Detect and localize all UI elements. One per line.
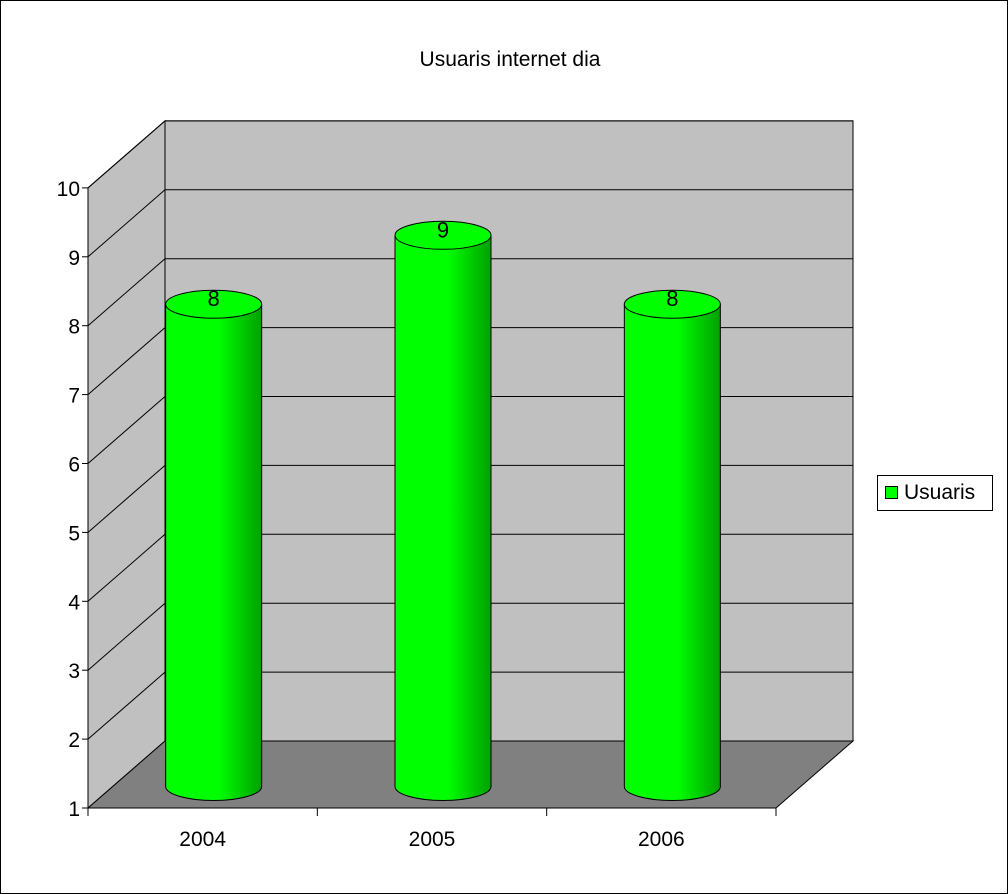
legend: Usuaris	[877, 475, 993, 511]
gridline-side	[87, 671, 166, 740]
x-tick-label: 2006	[638, 828, 685, 851]
data-label: 9	[437, 217, 449, 242]
y-tick-label: 3	[68, 660, 80, 683]
x-tick-label: 2005	[409, 828, 456, 851]
gridline-side	[87, 465, 166, 533]
data-label: 8	[208, 286, 220, 311]
bar-top	[623, 289, 721, 319]
back-wall	[164, 120, 854, 742]
x-axis: 2004 2005 2006	[87, 807, 777, 851]
y-tick-label: 6	[68, 454, 80, 477]
y-tick-label: 5	[68, 522, 80, 545]
bars	[165, 220, 721, 801]
legend-label: Usuaris	[904, 481, 976, 504]
y-tick-label: 2	[68, 729, 80, 752]
y-tick-label: 1	[68, 798, 80, 821]
legend-swatch	[885, 486, 898, 499]
y-axis: 1 2 3 4 5 6 7 8 9 10	[57, 178, 89, 821]
gridline-side	[87, 189, 166, 258]
bar-body	[394, 234, 492, 801]
gridline-side	[87, 396, 166, 464]
gridline-side	[87, 327, 166, 395]
chart-title: Usuaris internet dia	[420, 48, 601, 71]
bar	[165, 289, 263, 801]
bar-body	[165, 303, 263, 801]
gridline-side	[87, 258, 166, 327]
gridline-side	[87, 533, 166, 602]
data-labels: 8 9 8	[208, 217, 679, 311]
x-tick-label: 2004	[179, 828, 226, 851]
y-tick-label: 7	[68, 385, 80, 408]
y-tick-label: 8	[68, 316, 80, 339]
bar	[623, 289, 721, 801]
y-tick-label: 4	[68, 591, 80, 614]
bar-top	[394, 220, 492, 250]
y-tick-label: 9	[68, 247, 80, 270]
y-tick-label: 10	[57, 178, 80, 201]
bar-top	[165, 289, 263, 319]
gridline-side	[87, 120, 166, 189]
gridlines	[87, 120, 853, 740]
data-label: 8	[666, 286, 678, 311]
bar	[394, 220, 492, 801]
bar-body	[623, 303, 721, 801]
side-wall	[87, 119, 166, 810]
gridline-side	[87, 602, 166, 671]
